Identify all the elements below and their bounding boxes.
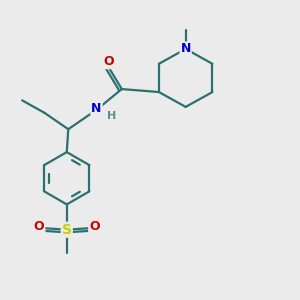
Text: N: N — [181, 42, 191, 56]
Text: S: S — [62, 223, 72, 237]
Text: O: O — [103, 55, 114, 68]
Text: N: N — [91, 102, 102, 115]
Text: H: H — [107, 111, 117, 121]
Text: O: O — [89, 220, 100, 233]
Text: O: O — [34, 220, 44, 233]
